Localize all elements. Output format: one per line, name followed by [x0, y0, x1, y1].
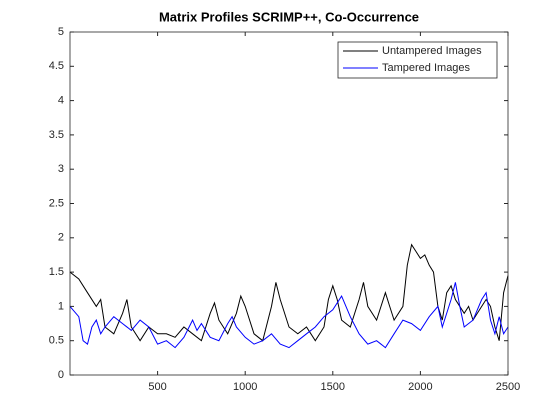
y-tick-label: 3.5: [49, 129, 64, 141]
legend-label: Untampered Images: [382, 45, 482, 57]
plot-area: [70, 32, 508, 375]
y-tick-label: 3: [58, 163, 64, 175]
y-tick-label: 4.5: [49, 60, 64, 72]
series-line: [69, 243, 509, 342]
y-tick-label: 4: [58, 95, 64, 107]
legend-label: Tampered Images: [382, 62, 471, 74]
y-tick-label: 5: [58, 26, 64, 38]
y-tick-label: 2: [58, 232, 64, 244]
x-tick-label: 500: [148, 381, 166, 393]
legend-box: [337, 41, 498, 79]
chart-title: Matrix Profiles SCRIMP++, Co-Occurrence: [159, 9, 419, 24]
y-tick-label: 2.5: [49, 197, 64, 209]
y-tick-label: 1.5: [49, 266, 64, 278]
x-tick-label: 2500: [496, 381, 520, 393]
series-line: [69, 282, 509, 349]
x-tick-label: 1500: [321, 381, 345, 393]
x-tick-label: 1000: [233, 381, 257, 393]
x-tick-label: 2000: [408, 381, 432, 393]
axes-box: [69, 31, 509, 376]
y-tick-label: 0: [58, 369, 64, 381]
y-tick-label: 0.5: [49, 335, 64, 347]
y-tick-label: 1: [58, 300, 64, 312]
